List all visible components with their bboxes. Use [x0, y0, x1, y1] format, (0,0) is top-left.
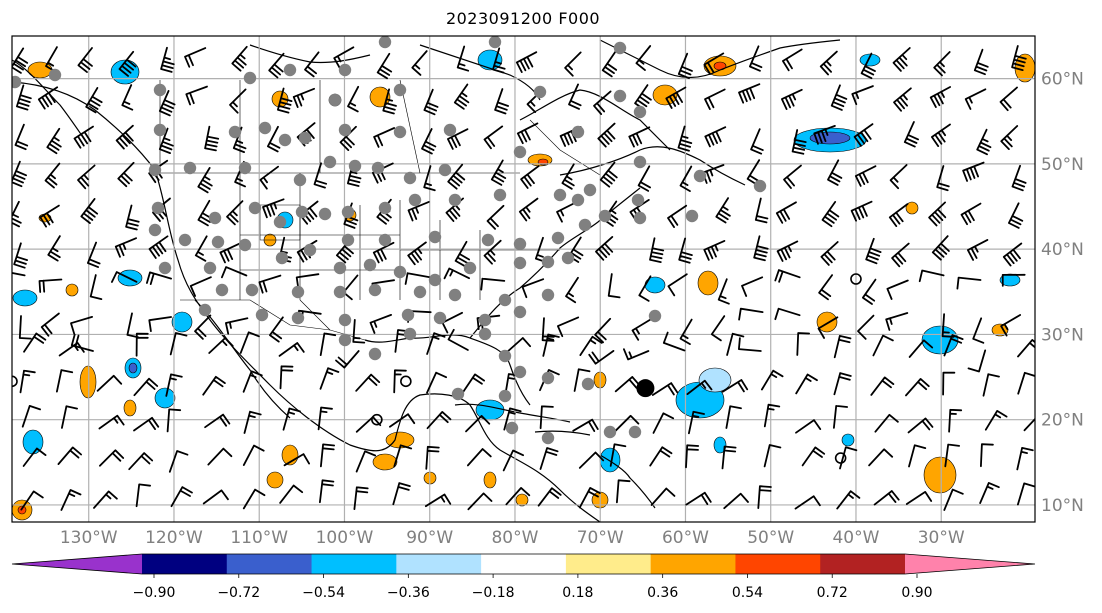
open-circle-markers: [12, 273, 862, 464]
colorbar-swatch: [820, 554, 906, 574]
lon-tick-label: 120°W: [145, 528, 203, 548]
lat-tick-label: 50°N: [1041, 155, 1084, 175]
colorbar-swatch: [142, 554, 228, 574]
colorbar-tick-label: −0.72: [217, 585, 260, 601]
latitude-tick-labels: 10°N 20°N 30°N 40°N 50°N 60°N: [1041, 70, 1084, 516]
station-dots: [12, 36, 767, 445]
colorbar-tick-label: 0.90: [901, 585, 932, 601]
colorbar-tick-label: −0.36: [387, 585, 430, 601]
colorbar-tick-label: 0.72: [817, 585, 848, 601]
vertical-velocity-shading: [12, 49, 1035, 521]
lon-tick-label: 40°W: [832, 528, 879, 548]
lat-tick-label: 30°N: [1041, 325, 1084, 345]
lon-tick-label: 70°W: [577, 528, 624, 548]
colorbar-swatch: [735, 554, 821, 574]
lon-tick-label: 90°W: [406, 528, 453, 548]
colorbar-swatch: [311, 554, 397, 574]
colorbar-tick-label: 0.54: [732, 585, 763, 601]
lat-tick-label: 40°N: [1041, 240, 1084, 260]
colorbar: −0.90 −0.72 −0.54 −0.36 −0.18 0.18 0.36 0.54 0.7…: [11, 553, 1036, 601]
colorbar-extend-low: [12, 554, 142, 574]
lon-tick-label: 50°W: [747, 528, 794, 548]
colorbar-tick-label: −0.90: [133, 585, 176, 601]
colorbar-swatch: [650, 554, 736, 574]
colorbar-extend-high: [905, 554, 1035, 574]
lon-tick-label: 110°W: [230, 528, 288, 548]
large-black-dot: [636, 379, 655, 398]
colorbar-tick-label: 0.18: [562, 585, 593, 601]
map-area: [11, 35, 1036, 523]
lat-tick-label: 20°N: [1041, 411, 1084, 431]
lat-tick-label: 10°N: [1041, 496, 1084, 516]
lon-tick-label: 30°W: [918, 528, 965, 548]
colorbar-swatch: [396, 554, 482, 574]
lat-tick-label: 60°N: [1041, 70, 1084, 90]
map-title: 2023091200 F000: [445, 9, 601, 28]
lon-tick-label: 100°W: [316, 528, 374, 548]
lon-tick-label: 130°W: [60, 528, 118, 548]
graticule: [12, 36, 1035, 522]
colorbar-tick-label: −0.18: [472, 585, 515, 601]
colorbar-swatch: [481, 554, 567, 574]
lon-tick-label: 80°W: [491, 528, 538, 548]
lon-tick-label: 60°W: [662, 528, 709, 548]
colorbar-swatch: [565, 554, 652, 574]
colorbar-swatch: [226, 554, 313, 574]
wind-barbs: [12, 45, 1035, 511]
colorbar-tick-label: −0.54: [302, 585, 345, 601]
colorbar-tick-label: 0.36: [647, 585, 678, 601]
longitude-tick-labels: 130°W 120°W 110°W 100°W 90°W 80°W 70°W 60°W 50°W…: [60, 528, 965, 548]
